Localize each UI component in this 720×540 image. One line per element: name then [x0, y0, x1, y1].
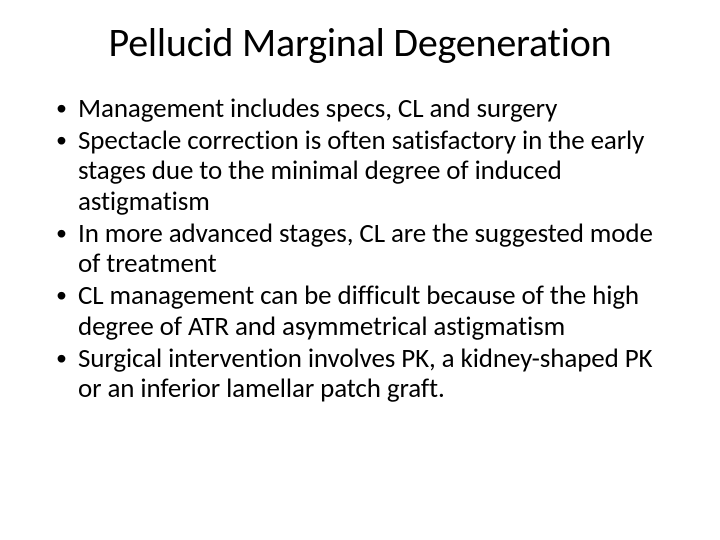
list-item: CL management can be difficult because o… [50, 281, 670, 341]
list-item: Management includes specs, CL and surger… [50, 94, 670, 124]
slide-body: Management includes specs, CL and surger… [50, 94, 670, 510]
bullet-list: Management includes specs, CL and surger… [50, 94, 670, 404]
slide-title: Pellucid Marginal Degeneration [50, 20, 670, 66]
list-item: In more advanced stages, CL are the sugg… [50, 219, 670, 279]
list-item: Spectacle correction is often satisfacto… [50, 126, 670, 217]
slide: Pellucid Marginal Degeneration Managemen… [0, 0, 720, 540]
list-item: Surgical intervention involves PK, a kid… [50, 344, 670, 404]
